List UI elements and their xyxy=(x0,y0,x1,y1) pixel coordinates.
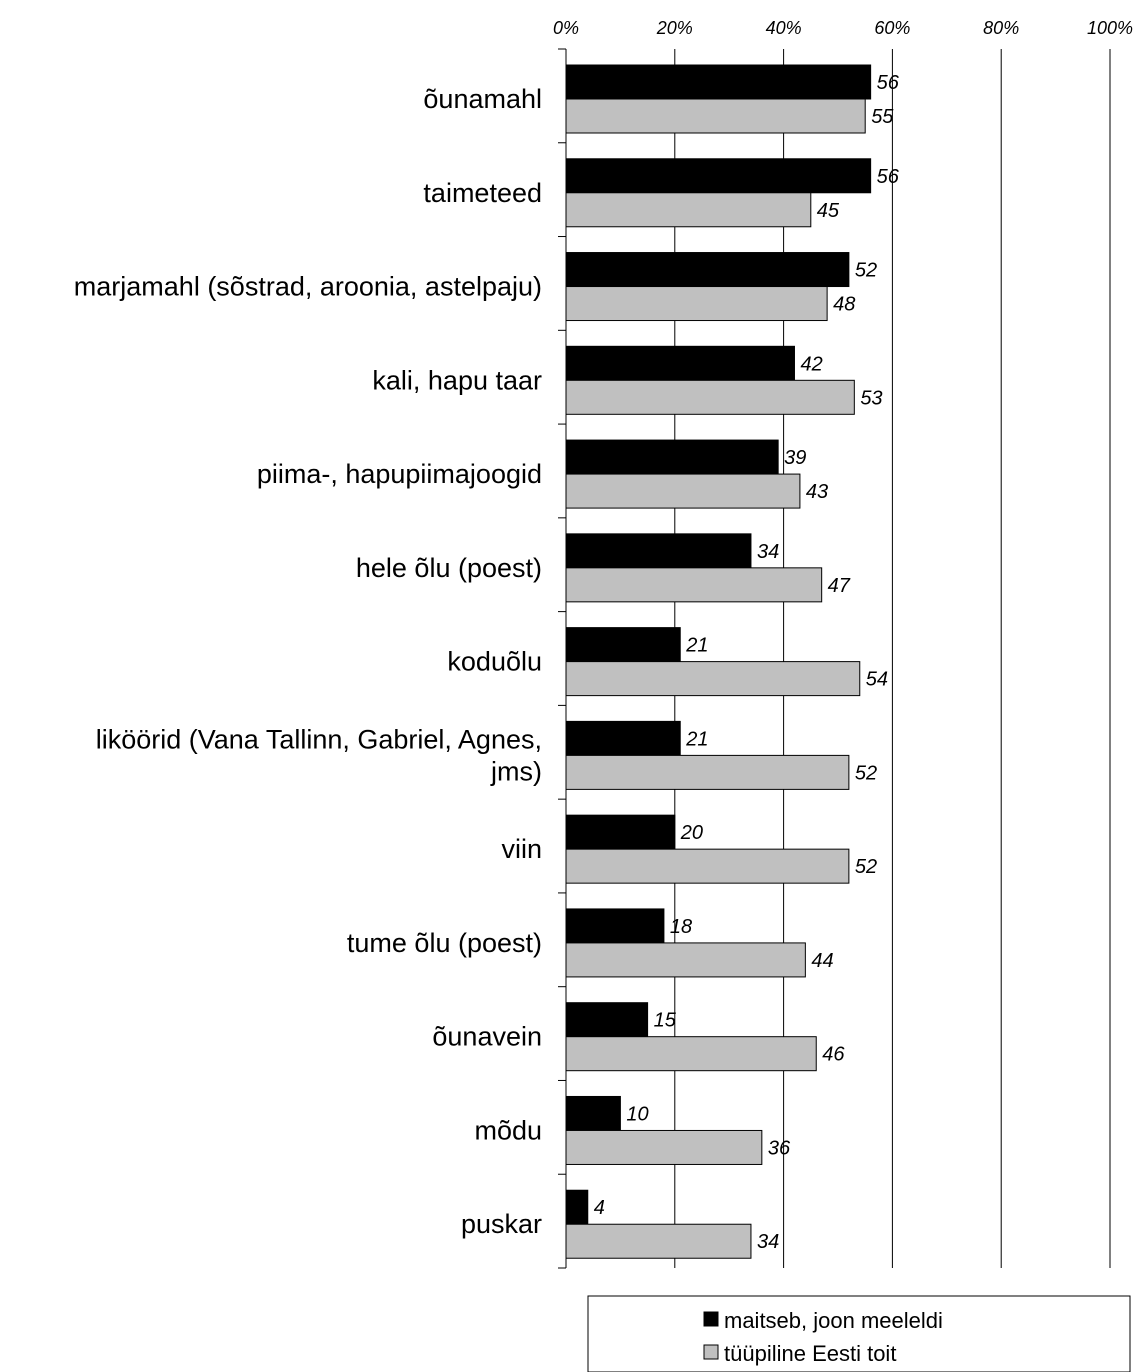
category-label: õunavein xyxy=(432,1022,542,1052)
x-axis-ticks: 0% 20% 40% 60% 80% 100% xyxy=(553,18,1133,38)
data-label: 44 xyxy=(811,950,833,972)
legend: maitseb, joon meeleldi tüüpiline Eesti t… xyxy=(587,1295,1131,1372)
data-label: 18 xyxy=(670,916,692,938)
bar-series-1 xyxy=(565,158,872,194)
data-label: 54 xyxy=(866,669,888,691)
bar-series-2 xyxy=(565,379,855,415)
data-label: 21 xyxy=(685,728,708,750)
data-label: 34 xyxy=(757,541,779,563)
legend-label-series-2: tüüpiline Eesti toit xyxy=(724,1341,896,1366)
data-label: 21 xyxy=(685,635,708,657)
category-label: mõdu xyxy=(474,1115,542,1145)
bar-series-2 xyxy=(565,567,823,603)
data-label: 15 xyxy=(654,1010,677,1032)
x-tick-label: 0% xyxy=(553,18,579,38)
category-label: marjamahl (sõstrad, aroonia, astelpaju) xyxy=(74,272,542,302)
category-label: õunamahl xyxy=(423,84,542,114)
y-axis xyxy=(558,48,567,1269)
data-label: 52 xyxy=(855,260,877,282)
data-label: 43 xyxy=(806,481,828,503)
bar-series-2 xyxy=(565,661,861,697)
category-label: kali, hapu taar xyxy=(372,365,542,395)
category-label: jms) xyxy=(490,756,542,786)
bar-series-1 xyxy=(565,439,779,475)
data-label: 36 xyxy=(768,1137,791,1159)
data-label: 55 xyxy=(871,106,894,128)
category-label: taimeteed xyxy=(423,178,542,208)
bar-series-1 xyxy=(565,1095,621,1131)
legend-swatch-series-2 xyxy=(703,1344,719,1360)
bar-series-1 xyxy=(565,627,681,663)
bar-series-2 xyxy=(565,1129,763,1165)
bar-series-1 xyxy=(565,345,795,381)
category-label: liköörid (Vana Tallinn, Gabriel, Agnes, xyxy=(96,724,542,754)
category-labels: õunamahl taimeteed marjamahl (sõstrad, aro… xyxy=(74,84,542,1239)
data-label: 52 xyxy=(855,856,877,878)
bar-series-1 xyxy=(565,908,665,944)
data-label: 46 xyxy=(822,1044,845,1066)
bar-series-2 xyxy=(565,942,806,978)
bar-series-2 xyxy=(565,192,812,228)
category-label: piima-, hapupiimajoogid xyxy=(257,459,542,489)
data-label: 10 xyxy=(626,1103,648,1125)
category-label: puskar xyxy=(461,1209,542,1239)
data-label: 39 xyxy=(784,447,806,469)
data-label: 45 xyxy=(817,200,840,222)
x-tick-label: 100% xyxy=(1087,18,1133,38)
category-label: viin xyxy=(501,834,542,864)
bar-series-1 xyxy=(565,720,681,756)
bar-series-2 xyxy=(565,286,828,322)
category-label: koduõlu xyxy=(447,647,542,677)
data-label: 56 xyxy=(877,72,900,94)
data-label: 56 xyxy=(877,166,900,188)
legend-label-series-1: maitseb, joon meeleldi xyxy=(724,1308,943,1333)
bar-series-2 xyxy=(565,473,801,509)
bar-series-1 xyxy=(565,1189,589,1225)
legend-box xyxy=(587,1295,1131,1372)
bars: 56 56 52 42 39 34 21 21 20 18 15 10 4 55 45 48 53 43 47 54 5… xyxy=(565,64,900,1259)
data-label: 20 xyxy=(680,822,703,844)
data-label: 47 xyxy=(828,575,851,597)
category-label: tume õlu (poest) xyxy=(347,928,542,958)
data-label: 52 xyxy=(855,762,877,784)
bar-series-2 xyxy=(565,98,866,134)
data-label: 34 xyxy=(757,1231,779,1253)
category-label: hele õlu (poest) xyxy=(356,553,542,583)
bar-series-1 xyxy=(565,814,676,850)
bar-series-2 xyxy=(565,848,850,884)
bar-series-2 xyxy=(565,754,850,790)
x-tick-label: 20% xyxy=(656,18,693,38)
x-tick-label: 40% xyxy=(766,18,802,38)
data-label: 53 xyxy=(860,387,882,409)
bar-series-2 xyxy=(565,1036,817,1072)
bar-series-1 xyxy=(565,64,872,100)
bar-series-1 xyxy=(565,1002,649,1038)
bar-series-1 xyxy=(565,252,850,288)
bar-series-2 xyxy=(565,1223,752,1259)
bar-series-1 xyxy=(565,533,752,569)
x-tick-label: 60% xyxy=(874,18,910,38)
data-label: 4 xyxy=(594,1197,605,1219)
data-label: 42 xyxy=(800,353,822,375)
gridlines xyxy=(674,49,1111,1268)
x-tick-label: 80% xyxy=(983,18,1019,38)
data-label: 48 xyxy=(833,294,855,316)
legend-swatch-series-1 xyxy=(703,1311,719,1327)
